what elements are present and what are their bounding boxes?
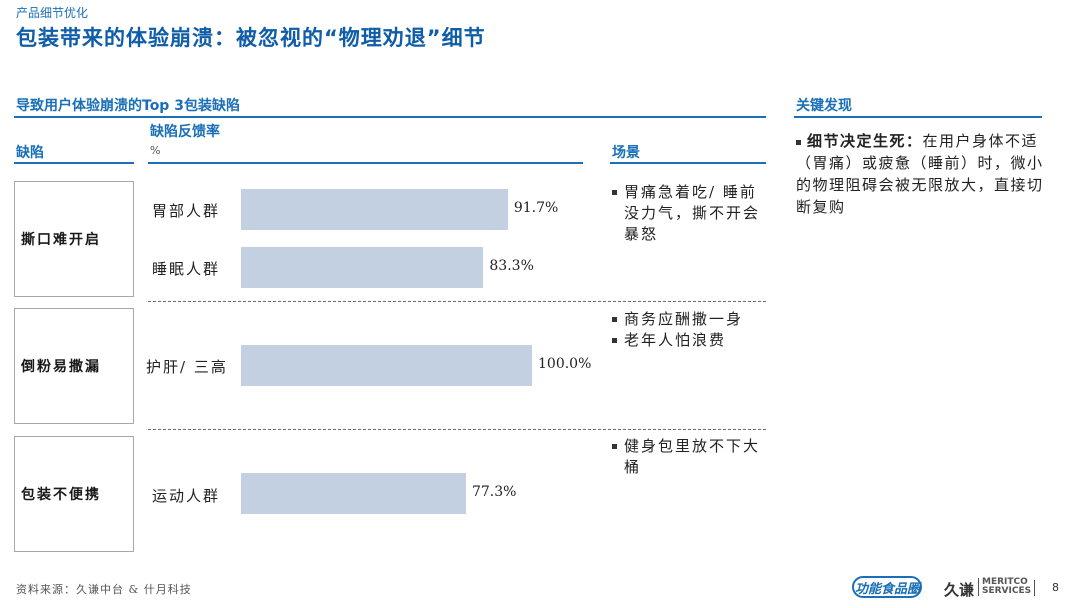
scene-list-tear: 胃痛急着吃/ 睡前没力气，撕不开会暴怒 xyxy=(612,182,768,245)
col-header-defect: 缺陷 xyxy=(16,145,44,161)
category-label: 睡眠人群 xyxy=(152,260,221,278)
defect-label: 包装不便携 xyxy=(21,487,101,503)
scene-list-spill: 商务应酬撒一身 老年人怕浪费 xyxy=(612,309,768,351)
col-rule-defect xyxy=(14,162,134,164)
meritco-word: MERITCO xyxy=(982,577,1028,587)
bar-sport xyxy=(241,473,466,514)
page-number: 8 xyxy=(1052,581,1059,594)
scene-item: 胃痛急着吃/ 睡前没力气，撕不开会暴怒 xyxy=(612,182,768,245)
finding-text: 在用户身体不适（胃痛）或疲惫（睡前）时，微小的物理阻碍会被无限放大，直接切断复购 xyxy=(796,132,1044,216)
meritco-logo: MERITCO SERVICES xyxy=(978,578,1031,596)
category-label: 运动人群 xyxy=(152,487,221,505)
chart-subtitle: 导致用户体验崩溃的Top 3包装缺陷 xyxy=(16,98,240,114)
bullet-icon xyxy=(796,139,801,145)
source-note: 资料来源：久谦中台 & 什月科技 xyxy=(16,583,192,596)
bar-stomach xyxy=(241,189,508,230)
defect-box-portable: 包装不便携 xyxy=(14,436,134,552)
bar-liver xyxy=(241,345,532,386)
group-divider xyxy=(148,429,766,430)
bar-sleep xyxy=(241,247,484,288)
finding-lead: 细节决定生死： xyxy=(807,132,923,150)
category-label: 胃部人群 xyxy=(152,202,221,220)
col-header-scene: 场景 xyxy=(612,145,640,161)
section-tag: 产品细节优化 xyxy=(16,6,89,20)
footer-separator xyxy=(1034,580,1035,596)
finding-item: 细节决定生死：在用户身体不适（胃痛）或疲惫（睡前）时，微小的物理阻碍会被无限放大… xyxy=(796,130,1056,218)
services-word: SERVICES xyxy=(982,586,1032,596)
value-label: 100.0% xyxy=(538,356,592,372)
col-rule-scene xyxy=(610,162,766,164)
food-logo: 功能食品圈 xyxy=(855,582,921,597)
group-divider xyxy=(148,301,766,302)
findings-title: 关键发现 xyxy=(796,98,852,114)
col-header-rate: 缺陷反馈率 xyxy=(150,124,220,140)
value-label: 91.7% xyxy=(513,200,559,216)
scene-list-portable: 健身包里放不下大桶 xyxy=(612,436,762,478)
jq-logo: 久谦 xyxy=(944,581,975,599)
defect-box-tear: 撕口难开启 xyxy=(14,181,134,297)
col-rule-rate xyxy=(148,162,583,164)
findings-rule xyxy=(794,116,1042,118)
defect-label: 倒粉易撒漏 xyxy=(21,359,101,375)
scene-item: 老年人怕浪费 xyxy=(612,330,768,351)
category-label: 护肝/ 三高 xyxy=(146,358,228,376)
defect-label: 撕口难开启 xyxy=(21,232,101,248)
defect-box-spill: 倒粉易撒漏 xyxy=(14,308,134,424)
subtitle-rule xyxy=(14,116,766,118)
scene-item: 商务应酬撒一身 xyxy=(612,309,768,330)
scene-item: 健身包里放不下大桶 xyxy=(612,436,762,478)
value-label: 83.3% xyxy=(489,258,534,274)
food-logo-ring xyxy=(852,576,922,598)
col-header-rate-unit: % xyxy=(150,144,161,157)
value-label: 77.3% xyxy=(471,484,517,500)
page-title: 包装带来的体验崩溃：被忽视的“物理劝退”细节 xyxy=(16,26,486,50)
